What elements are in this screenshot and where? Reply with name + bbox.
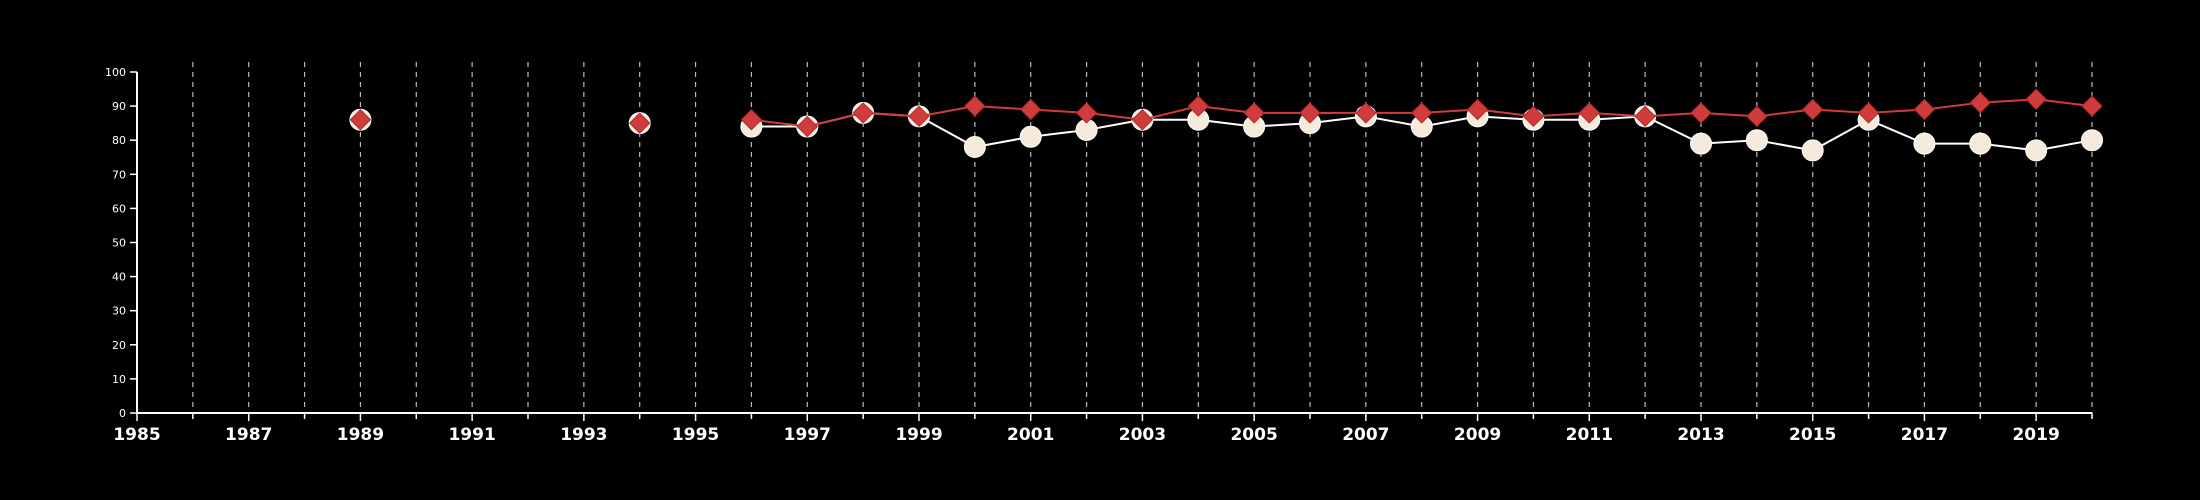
series-0-point-2019: [2025, 139, 2048, 162]
x-tick-label-1995: 1995: [672, 425, 719, 445]
series-0-point-2020: [2081, 129, 2103, 152]
series-1-point-1996: [740, 109, 763, 131]
series-1-point-2003: [1131, 109, 1154, 131]
y-tick-label-0: 0: [119, 407, 126, 420]
series-1-point-2013: [1690, 102, 1712, 124]
x-tick-label-2003: 2003: [1119, 425, 1166, 445]
series-1-point-1999: [908, 105, 930, 128]
y-tick-label-70: 70: [112, 168, 126, 181]
y-tick-label-60: 60: [112, 202, 126, 215]
series-1-point-2009: [1466, 98, 1489, 121]
series-0-point-2013: [1690, 132, 1712, 155]
x-tick-label-2011: 2011: [1566, 425, 1613, 445]
x-tick-label-2009: 2009: [1454, 425, 1501, 445]
series-1-point-1997: [796, 115, 818, 138]
series-0-point-2017: [1913, 132, 1936, 155]
y-tick-label-30: 30: [112, 305, 126, 318]
series-1-point-2019: [2025, 88, 2047, 110]
x-tick-label-1987: 1987: [225, 425, 272, 445]
series-1-point-2007: [1355, 102, 1377, 124]
series-1-point-2001: [1020, 98, 1042, 121]
x-tick-label-1999: 1999: [895, 425, 942, 445]
series-1-point-2014: [1746, 105, 1768, 128]
series-1: [349, 88, 2103, 138]
series-1-point-1994: [629, 112, 651, 134]
series-1-point-2000: [964, 95, 986, 117]
series-0-point-2015: [1801, 139, 1824, 162]
y-tick-label-80: 80: [112, 134, 126, 147]
y-tick-label-40: 40: [112, 271, 126, 284]
series-1-point-2020: [2081, 95, 2103, 117]
series-1-point-2016: [1857, 102, 1880, 124]
y-tick-label-50: 50: [112, 237, 126, 250]
x-tick-label-1985: 1985: [113, 425, 160, 445]
x-tick-label-2001: 2001: [1007, 425, 1054, 445]
y-tick-label-100: 100: [105, 66, 126, 79]
y-axis: 0 10 20 30 40 50 60 70 80 90 100: [105, 66, 138, 420]
series-1-point-1989: [349, 109, 372, 131]
x-tick-label-2017: 2017: [1901, 425, 1948, 445]
series-1-point-1998: [852, 102, 874, 124]
series-0-point-2001: [1019, 125, 1042, 148]
series-0-point-2014: [1745, 129, 1768, 152]
x-tick-label-1991: 1991: [448, 425, 495, 445]
y-tick-label-20: 20: [112, 339, 126, 352]
x-tick-label-1997: 1997: [784, 425, 831, 445]
x-axis: 1985 1987 1989 1991 1993 1995 1997 1999 2001 2003…: [113, 412, 2093, 445]
vertical-gridlines: [192, 62, 2093, 413]
x-tick-label-2015: 2015: [1789, 425, 1836, 445]
series-0-point-2018: [1969, 132, 1992, 155]
y-tick-label-90: 90: [112, 100, 126, 113]
series-1-point-2006: [1299, 102, 1321, 124]
x-tick-label-1989: 1989: [337, 425, 384, 445]
series-1-point-2010: [1522, 105, 1545, 128]
y-tick-label-10: 10: [112, 373, 126, 386]
x-tick-label-2019: 2019: [2012, 425, 2059, 445]
series-1-point-2017: [1913, 98, 1936, 121]
series-1-point-2015: [1802, 98, 1824, 121]
x-tick-label-2013: 2013: [1677, 425, 1724, 445]
series-1-point-2012: [1634, 105, 1656, 128]
series-1-point-2005: [1243, 102, 1265, 124]
series-1-point-2002: [1075, 102, 1098, 124]
series-1-point-2008: [1411, 102, 1433, 124]
series-0-point-2000: [963, 136, 986, 159]
series-1-point-2018: [1969, 91, 1991, 114]
series-1-point-2011: [1578, 102, 1600, 124]
series-layer: [349, 88, 2103, 162]
x-tick-label-2007: 2007: [1342, 425, 1389, 445]
series-1-point-2004: [1187, 95, 1209, 117]
x-tick-label-1993: 1993: [560, 425, 607, 445]
x-tick-label-2005: 2005: [1230, 425, 1277, 445]
